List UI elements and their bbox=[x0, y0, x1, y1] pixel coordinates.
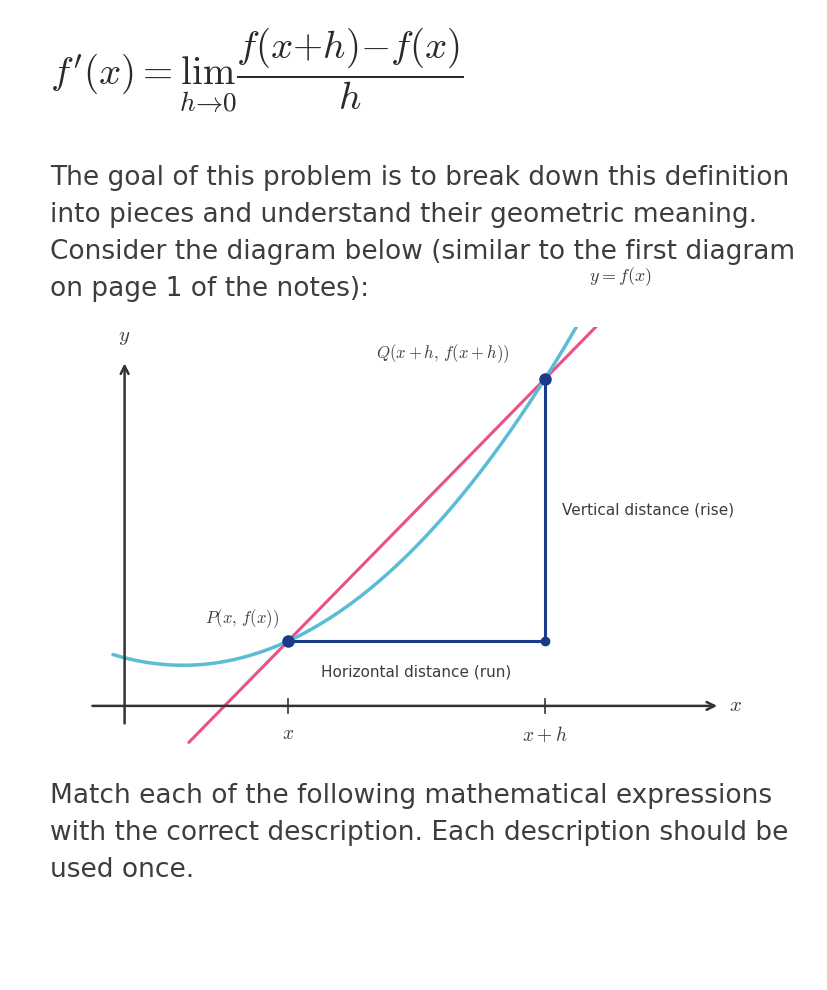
Text: Horizontal distance (run): Horizontal distance (run) bbox=[321, 664, 511, 679]
Text: $x$: $x$ bbox=[729, 696, 741, 716]
Text: $y = f(x)$: $y = f(x)$ bbox=[589, 265, 651, 288]
Text: $x + h$: $x + h$ bbox=[521, 725, 567, 744]
Text: $Q(x+h,\, f(x+h))$: $Q(x+h,\, f(x+h))$ bbox=[376, 343, 509, 365]
Text: Match each of the following mathematical expressions
with the correct descriptio: Match each of the following mathematical… bbox=[50, 783, 787, 883]
Text: $x$: $x$ bbox=[281, 725, 294, 742]
Text: Vertical distance (rise): Vertical distance (rise) bbox=[562, 503, 734, 518]
Text: The goal of this problem is to break down this definition
into pieces and unders: The goal of this problem is to break dow… bbox=[50, 164, 794, 302]
Text: $f'(x) = \lim_{h \to 0} \dfrac{f(x+h)-f(x)}{h}$: $f'(x) = \lim_{h \to 0} \dfrac{f(x+h)-f(… bbox=[50, 26, 463, 115]
Text: $y$: $y$ bbox=[118, 328, 131, 347]
Text: $P(x,\, f(x))$: $P(x,\, f(x))$ bbox=[204, 608, 279, 631]
